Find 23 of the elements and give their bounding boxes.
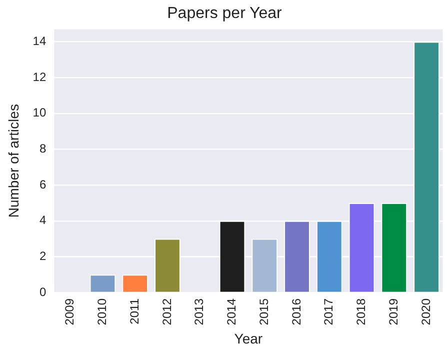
y-tick-label: 4 <box>39 213 46 228</box>
y-tick-label: 2 <box>39 248 46 263</box>
x-tick-label: 2010 <box>95 298 110 326</box>
x-tick-label: 2017 <box>322 298 336 326</box>
x-tick-label: 2015 <box>256 298 271 326</box>
x-tick-label: 2019 <box>386 298 400 326</box>
y-tick-label: 0 <box>39 284 46 299</box>
x-tick-label: 2013 <box>192 298 206 326</box>
x-tick-label: 2020 <box>418 298 433 326</box>
chart-title: Papers per Year <box>167 5 283 22</box>
x-tick-label: 2014 <box>224 298 239 326</box>
y-tick-label: 14 <box>32 34 46 48</box>
x-tick-label: 2009 <box>62 298 77 326</box>
y-axis-title: Number of articles <box>5 104 22 218</box>
x-tick-label: 2018 <box>354 298 368 326</box>
x-tick-label: 2012 <box>160 298 174 326</box>
y-tick-label: 6 <box>39 177 46 192</box>
x-axis-title: Year <box>234 330 263 346</box>
x-tick-label: 2016 <box>289 298 304 326</box>
y-tick-label: 12 <box>32 70 46 84</box>
x-tick-label: 2011 <box>127 298 142 324</box>
y-tick-label: 8 <box>39 142 46 156</box>
y-tick-label: 10 <box>32 106 46 120</box>
